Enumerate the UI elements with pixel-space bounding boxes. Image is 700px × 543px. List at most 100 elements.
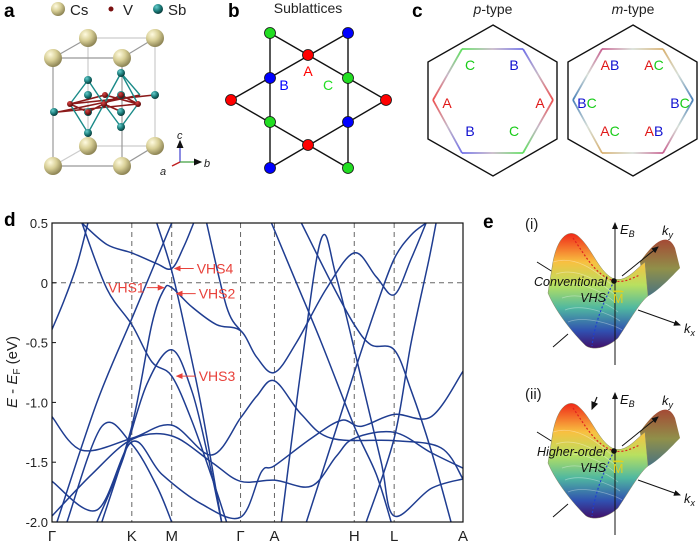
vhs-point bbox=[611, 448, 617, 454]
band-line bbox=[81, 223, 195, 270]
fermi-surface-edge bbox=[572, 99, 603, 154]
p-type-title: p-type bbox=[473, 1, 513, 17]
vhs-point bbox=[611, 278, 617, 284]
panel-b: b Sublattices A B C bbox=[225, 0, 392, 174]
m-type-fermi-surface bbox=[572, 48, 694, 154]
fermi-surface-edge bbox=[432, 48, 463, 101]
ky-axis-label: ky bbox=[662, 223, 674, 240]
m-type-title: m-type bbox=[612, 1, 655, 17]
fermi-surface-edge bbox=[572, 48, 603, 101]
band-line bbox=[156, 223, 223, 522]
vhs-label: VHS bbox=[580, 291, 606, 305]
ky-axis-label: ky bbox=[662, 393, 674, 410]
vertex-label: C bbox=[509, 123, 519, 139]
sublattice-a-label: A bbox=[303, 63, 313, 79]
k-tick-label: A bbox=[269, 528, 279, 543]
vertex-label: AB bbox=[645, 123, 664, 139]
band-line bbox=[365, 223, 437, 522]
saddle-conventional: (i) EB ky kx Conventional VHS M bbox=[525, 216, 696, 365]
kagome-lattice bbox=[230, 32, 387, 169]
panel-a: a Cs V Sb bbox=[4, 1, 210, 178]
vhs-type-label: Conventional bbox=[534, 275, 608, 289]
y-tick-label: -1.5 bbox=[26, 455, 48, 470]
band-line bbox=[205, 223, 242, 332]
fermi-surface-edge bbox=[432, 99, 463, 154]
band-line bbox=[52, 379, 463, 480]
axis-a-label: a bbox=[160, 166, 166, 178]
y-tick-label: 0.5 bbox=[30, 216, 48, 231]
vertex-label: BC bbox=[670, 95, 689, 111]
k-tick-label: K bbox=[127, 528, 137, 543]
vertex-label: B bbox=[509, 57, 518, 73]
cs-atoms bbox=[44, 29, 164, 175]
k-tick-label: M bbox=[165, 528, 178, 543]
k-tick-label: H bbox=[349, 528, 360, 543]
vhs-label: VHS bbox=[580, 461, 606, 475]
annotation-vhs4: VHS4 bbox=[173, 260, 234, 276]
kx-axis-arrow bbox=[637, 479, 681, 496]
v-atoms bbox=[67, 92, 141, 115]
y-tick-label: -2.0 bbox=[26, 515, 48, 530]
panel-d: d E - EF (eV) 0.5 0 -0.5 -1.0 -1.5 -2.0 Γ K M Γ A… bbox=[4, 210, 468, 543]
vhs-label: VHS4 bbox=[197, 260, 234, 276]
vertex-label: AB bbox=[601, 57, 620, 73]
panel-label-a: a bbox=[4, 1, 15, 22]
vertex-label: A bbox=[442, 95, 452, 111]
kx-axis-arrow bbox=[637, 309, 681, 326]
y-tick-label: -0.5 bbox=[26, 336, 48, 351]
vertex-label: B bbox=[465, 123, 474, 139]
fermi-surface-edge bbox=[522, 99, 554, 154]
atom-legend: Cs V Sb bbox=[51, 2, 186, 19]
band-line bbox=[270, 223, 392, 522]
annotation-vhs3: VHS3 bbox=[175, 368, 235, 384]
band-line bbox=[300, 223, 452, 522]
ky-axis-arrow bbox=[621, 246, 659, 277]
band-line bbox=[81, 223, 228, 522]
legend-v: V bbox=[123, 2, 133, 19]
band-line bbox=[101, 223, 427, 522]
fermi-surface-edge bbox=[662, 99, 694, 154]
plot-frame bbox=[51, 222, 464, 523]
saddle-surface bbox=[547, 403, 649, 519]
high-symmetry-gridlines bbox=[52, 223, 463, 522]
axis-c-label: c bbox=[177, 130, 183, 142]
dispersion-kx-dotted bbox=[591, 450, 615, 517]
sb-atom-icon bbox=[153, 4, 163, 14]
vhs-label: VHS2 bbox=[199, 286, 236, 302]
kx-axis-label: kx bbox=[684, 321, 696, 338]
sublattices-title: Sublattices bbox=[274, 0, 342, 16]
subpanel-i-tag: (i) bbox=[525, 216, 538, 233]
saddle-surface bbox=[547, 233, 649, 349]
k-tick-label: L bbox=[390, 528, 398, 543]
k-tick-label: Γ bbox=[236, 528, 244, 543]
fermi-surface-edge bbox=[662, 48, 694, 101]
m-bar-point-label: M bbox=[613, 462, 623, 476]
fermi-surface-edge bbox=[522, 48, 554, 101]
band-line bbox=[96, 349, 223, 522]
y-axis-label: E - EF (eV) bbox=[4, 336, 23, 408]
k-tick-label: A bbox=[458, 528, 468, 543]
y-axis-ticks: 0.5 0 -0.5 -1.0 -1.5 -2.0 bbox=[26, 216, 56, 530]
sublattice-c-label: C bbox=[323, 77, 333, 93]
flattening-arrow bbox=[591, 396, 599, 411]
saddle-wing bbox=[640, 239, 680, 298]
y-tick-label: 0 bbox=[41, 276, 48, 291]
kagome-sites bbox=[225, 27, 392, 174]
axis-b-label: b bbox=[204, 158, 210, 170]
v-atom-icon bbox=[108, 6, 114, 12]
k-tick-label: Γ bbox=[48, 528, 56, 543]
vhs-type-label: Higher-order bbox=[537, 445, 608, 459]
vertex-label: AC bbox=[644, 57, 663, 73]
band-structure bbox=[52, 223, 463, 522]
vertex-label: C bbox=[465, 57, 475, 73]
y-tick-label: -1.0 bbox=[26, 395, 48, 410]
m-bar-point-label: M bbox=[613, 292, 623, 306]
saddle-higher-order: (ii) EB ky kx Higher-order VHS M bbox=[525, 386, 696, 535]
panel-label-d: d bbox=[4, 210, 16, 231]
kx-axis-label: kx bbox=[684, 491, 696, 508]
vertex-label: BC bbox=[577, 95, 596, 111]
